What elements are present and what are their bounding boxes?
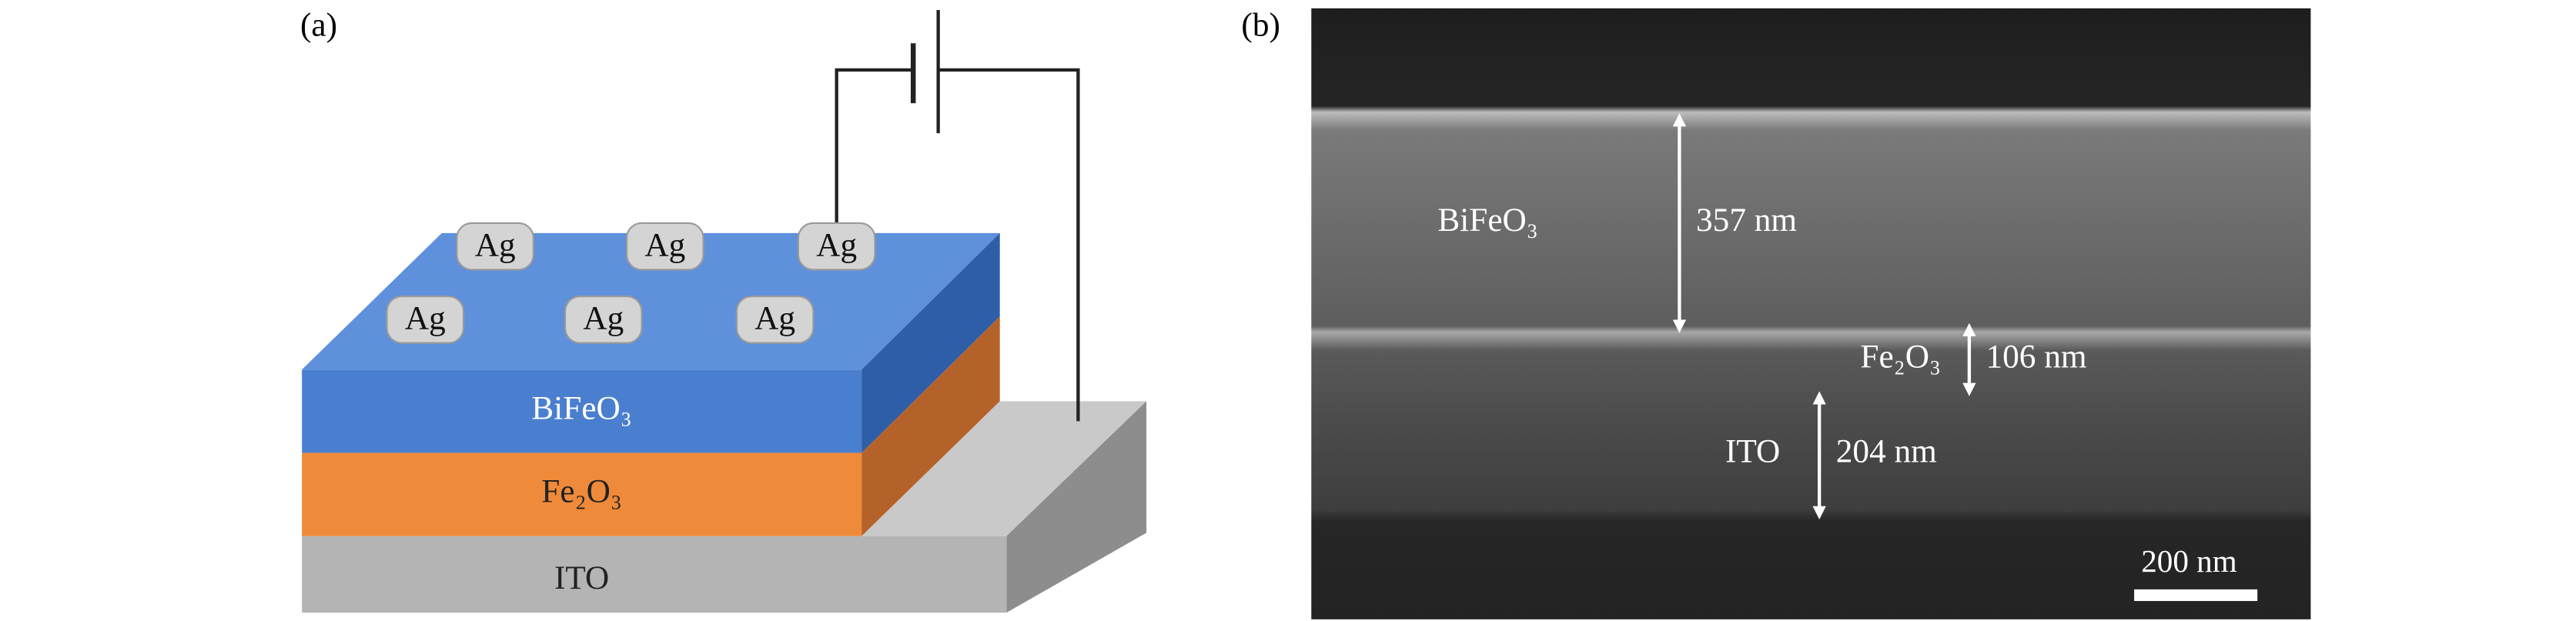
electrode-label: Ag xyxy=(644,226,685,263)
sem-image xyxy=(1311,8,2311,619)
layer-thickness: 357 nm xyxy=(1696,202,1797,239)
ito-front xyxy=(302,536,1007,613)
scale-bar-label: 200 nm xyxy=(2141,543,2236,579)
electrode-label: Ag xyxy=(754,300,795,337)
layer-label: BiFeO₃ xyxy=(531,389,631,426)
panel-b: (b) 200 nm BiFeO₃ 357 nm Fe₂O₃ 106 nm ITO 204… xyxy=(1241,7,2311,619)
bifeo3-side xyxy=(861,232,1000,453)
electrode xyxy=(625,222,704,271)
fe2o3-side xyxy=(861,316,1000,536)
wire xyxy=(938,68,1080,422)
panel-a: (a) BiFeO₃ Fe₂O₃ ITO Ag Ag Ag Ag Ag Ag xyxy=(300,7,1147,613)
electrode xyxy=(456,222,534,271)
electrode xyxy=(386,295,465,344)
layer-thickness: 204 nm xyxy=(1836,433,1937,470)
layer-thickness: 106 nm xyxy=(1986,338,2087,375)
ito-side xyxy=(1006,401,1147,613)
wire xyxy=(835,68,914,225)
layer-name: ITO xyxy=(1725,433,1780,470)
panel-label: (a) xyxy=(300,7,337,44)
layer-label: ITO xyxy=(554,559,609,596)
electrode xyxy=(564,295,643,344)
electrode-label: Ag xyxy=(475,226,516,263)
layer-name: Fe₂O₃ xyxy=(1860,338,1941,375)
electrode-label: Ag xyxy=(816,226,857,263)
panel-label: (b) xyxy=(1241,7,1280,44)
layer-label: Fe₂O₃ xyxy=(541,473,622,510)
fe2o3-front xyxy=(302,452,862,536)
bifeo3-front xyxy=(302,369,862,453)
electrode xyxy=(735,295,815,344)
layer-name: BiFeO₃ xyxy=(1437,202,1537,239)
ito-top xyxy=(861,401,1147,536)
electrode xyxy=(797,222,876,271)
electrode-label: Ag xyxy=(405,300,446,337)
electrode-label: Ag xyxy=(583,300,624,337)
scale-bar xyxy=(2134,589,2258,602)
